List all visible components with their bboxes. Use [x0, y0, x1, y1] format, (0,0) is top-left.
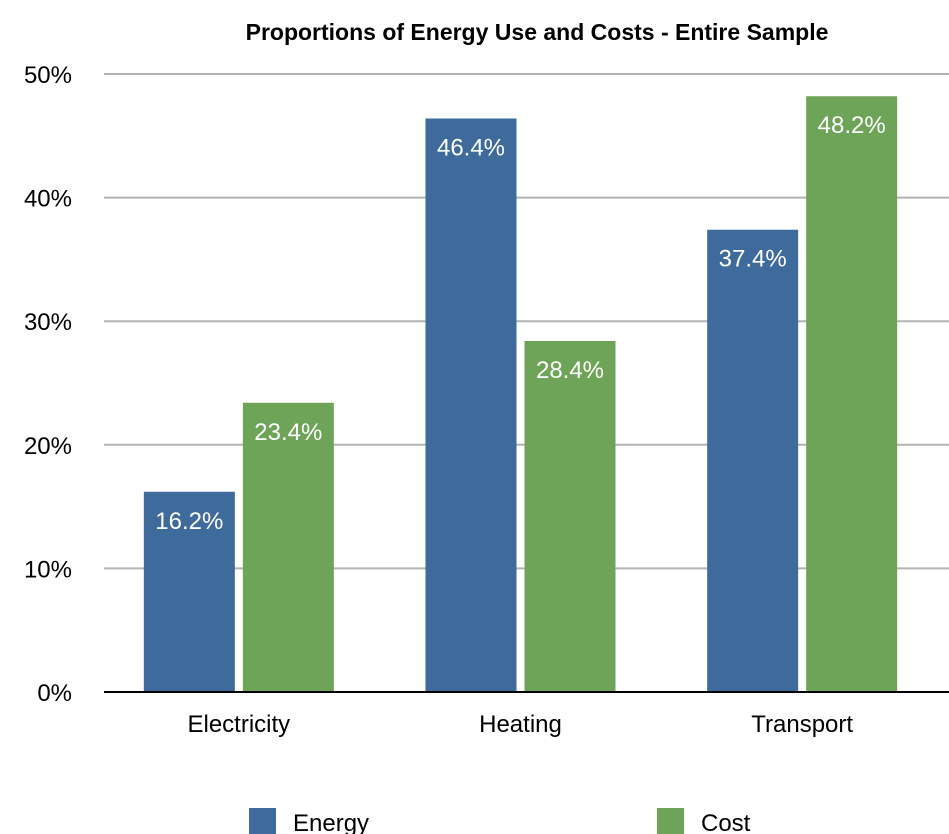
legend-swatch-cost	[657, 808, 684, 834]
bar-energy-transport	[707, 229, 799, 692]
y-tick-label: 30%	[24, 309, 72, 336]
bar-cost-heating	[524, 340, 616, 692]
x-tick-label: Electricity	[187, 711, 290, 738]
bar-energy-electricity	[143, 491, 235, 692]
y-tick-label: 20%	[24, 433, 72, 460]
y-tick-label: 40%	[24, 186, 72, 213]
legend-label-cost: Cost	[701, 810, 751, 834]
bar-cost-electricity	[242, 402, 334, 692]
y-tick-label: 50%	[24, 62, 72, 89]
bar-cost-transport	[806, 96, 898, 693]
data-label: 48.2%	[818, 112, 886, 139]
data-label: 37.4%	[719, 246, 787, 273]
data-label: 16.2%	[155, 508, 223, 535]
legend-swatch-energy	[249, 808, 276, 834]
legend-label-energy: Energy	[293, 810, 369, 834]
x-tick-label: Transport	[751, 711, 853, 738]
y-tick-label: 10%	[24, 556, 72, 583]
x-tick-label: Heating	[479, 711, 562, 738]
chart-title: Proportions of Energy Use and Costs - En…	[246, 19, 829, 45]
data-label: 23.4%	[254, 419, 322, 446]
y-tick-label: 0%	[37, 680, 72, 707]
bar-energy-heating	[425, 118, 517, 693]
data-label: 28.4%	[536, 357, 604, 384]
data-label: 46.4%	[437, 134, 505, 161]
